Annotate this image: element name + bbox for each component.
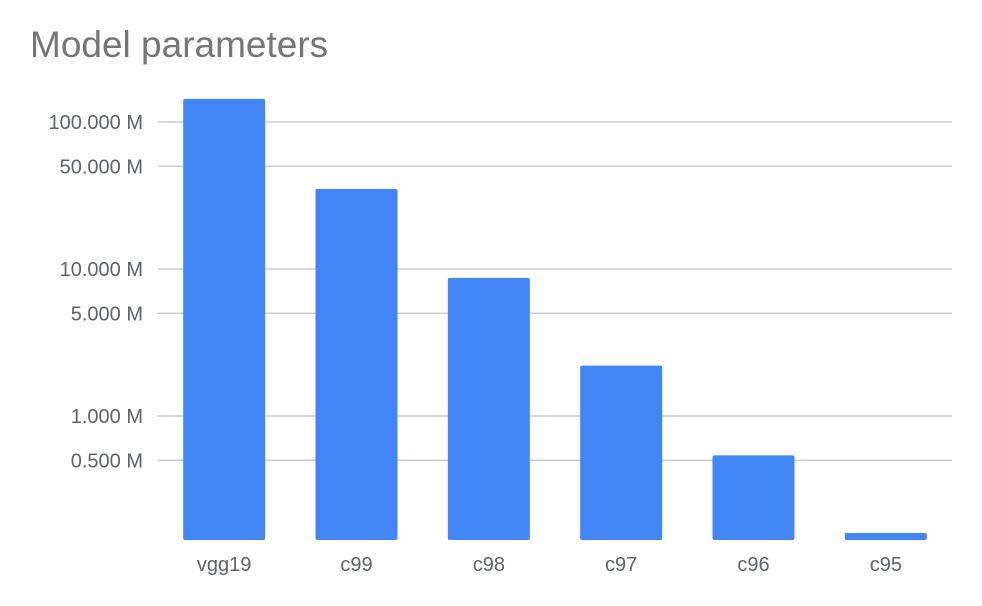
bar-vgg19 <box>183 98 266 540</box>
x-tick-label: vgg19 <box>197 554 252 576</box>
y-tick-label: 10.000 M <box>60 259 143 281</box>
x-tick-label: c97 <box>605 554 637 576</box>
y-tick-label: 1.000 M <box>71 406 143 428</box>
y-tick-label: 100.000 M <box>48 112 143 134</box>
y-tick-label: 0.500 M <box>71 450 143 472</box>
bar-c98 <box>447 277 530 540</box>
bar-c99 <box>315 189 398 540</box>
x-tick-label: c95 <box>870 554 902 576</box>
bar-c97 <box>580 365 663 540</box>
bar-c95 <box>844 532 927 540</box>
x-tick-label: c99 <box>340 554 372 576</box>
y-tick-label: 5.000 M <box>71 303 143 325</box>
x-tick-label: c98 <box>473 554 505 576</box>
bar-c96 <box>712 455 795 540</box>
y-tick-label: 50.000 M <box>60 156 143 178</box>
chart-title: Model parameters <box>30 24 329 65</box>
x-tick-label: c96 <box>737 554 769 576</box>
